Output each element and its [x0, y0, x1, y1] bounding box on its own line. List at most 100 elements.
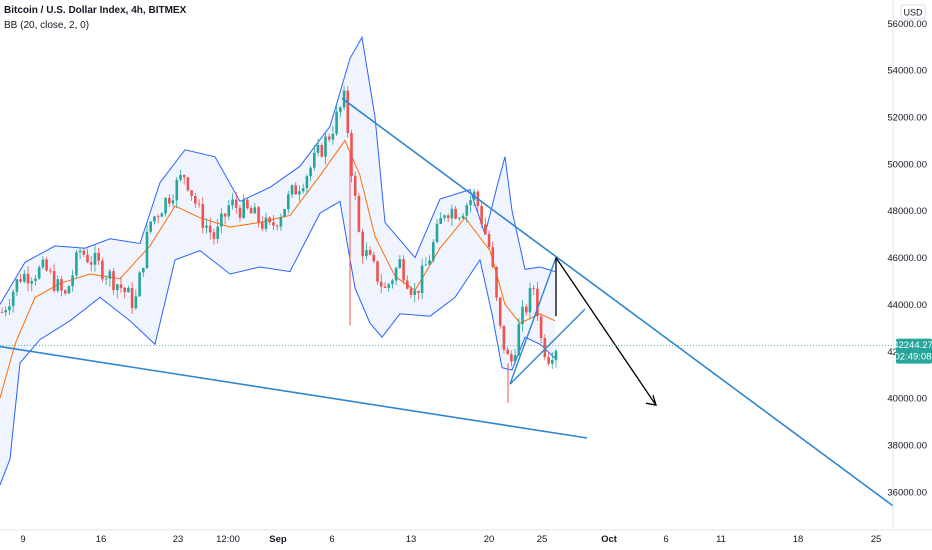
bollinger-band-area [0, 37, 555, 485]
candle-body [164, 197, 167, 214]
band-fill [0, 37, 555, 485]
candle-body [539, 316, 543, 338]
candle-body [417, 290, 420, 293]
candle-body [450, 208, 454, 219]
candle-body [231, 199, 234, 206]
time-tick-label: 11 [716, 534, 726, 545]
candle-body [179, 175, 182, 180]
candle-body [246, 199, 249, 209]
candle-body [4, 310, 7, 313]
candle-body [376, 261, 379, 282]
candle-body [316, 145, 320, 153]
candle-body [413, 290, 416, 295]
candle-body [528, 288, 532, 313]
candles [0, 85, 558, 403]
candle-body [439, 217, 442, 224]
candle-body [435, 223, 439, 243]
currency-label: USD [900, 4, 926, 20]
candle-body [78, 250, 82, 253]
candle-body [368, 250, 372, 255]
candle-body [52, 271, 56, 291]
candle-body [205, 225, 208, 228]
candle-body [45, 259, 48, 271]
candle-body [294, 185, 297, 195]
candle-body [327, 136, 331, 140]
time-tick-label: 16 [96, 534, 107, 545]
candle-body [201, 204, 205, 228]
candle-body [104, 278, 108, 280]
candle-body [272, 222, 275, 226]
candle-body [253, 207, 257, 214]
candle-body [234, 199, 238, 208]
time-tick-label: 6 [329, 534, 334, 545]
candle-body [536, 288, 539, 317]
candle-body [268, 217, 271, 223]
wedge-lower-line [509, 308, 586, 385]
candle-body [138, 272, 141, 297]
candle-body [101, 260, 104, 280]
candle-body [171, 200, 175, 204]
trend-drawings [0, 97, 894, 507]
candle-body [521, 306, 524, 325]
candle-body [309, 167, 312, 177]
time-tick-label: Sep [269, 534, 287, 545]
candle-body [502, 325, 506, 350]
candle-body [357, 195, 361, 232]
time-tick-label: 18 [793, 534, 804, 545]
candle-body [305, 176, 309, 189]
lower-band-line [0, 200, 556, 486]
candle-body [194, 196, 197, 204]
candle-body [37, 267, 41, 279]
candle-body [458, 218, 461, 219]
candle-body [30, 281, 33, 284]
price-tick-label: 40000.00 [887, 394, 927, 405]
candle-body [63, 290, 67, 294]
projection-arrow-line [555, 257, 657, 406]
candle-body [487, 234, 491, 248]
price-tick-label: 44000.00 [887, 300, 927, 311]
candle-body [335, 111, 338, 134]
candle-body [116, 284, 119, 291]
candle-body [264, 217, 268, 229]
time-tick-label: 25 [871, 534, 882, 545]
candle-body [130, 287, 134, 309]
bar-countdown: 02:49:08 [895, 352, 932, 363]
candle-body [525, 306, 528, 313]
candle-body [182, 175, 186, 178]
candle-body [34, 278, 37, 281]
candle-body [223, 213, 227, 217]
candle-body [554, 350, 558, 361]
candle-body [19, 279, 22, 282]
candle-body [428, 260, 431, 265]
candle-body [86, 254, 89, 263]
candle-body [379, 281, 383, 287]
price-tick-label: 38000.00 [887, 441, 927, 452]
price-tick-label: 36000.00 [887, 487, 927, 498]
candle-body [197, 203, 201, 205]
time-tick-label: 12:00 [216, 534, 240, 545]
price-tick-label: 52000.00 [887, 113, 927, 124]
time-axis[interactable]: 9 16 23 12:00 Sep 6 13 20 25 Oct 6 11 18 25 [20, 534, 881, 545]
candle-body [156, 216, 160, 218]
candle-body [424, 264, 428, 266]
candle-body [383, 286, 387, 288]
candle-body [324, 136, 327, 157]
candle-body [469, 200, 472, 206]
candle-body [49, 270, 52, 272]
candle-body [82, 250, 86, 255]
candle-body [532, 288, 535, 289]
candle-body [443, 215, 446, 218]
candle-body [238, 207, 242, 218]
candle-body [93, 252, 97, 265]
candle-body [11, 291, 15, 307]
time-tick-label: 6 [663, 534, 668, 545]
candle-body [220, 213, 223, 227]
candle-body [353, 175, 357, 196]
candle-body [186, 177, 190, 191]
time-tick-label: 13 [406, 534, 417, 545]
candle-body [190, 190, 193, 196]
wedge-upper-line [509, 257, 557, 385]
candle-body [75, 252, 78, 276]
candle-body [261, 222, 264, 229]
